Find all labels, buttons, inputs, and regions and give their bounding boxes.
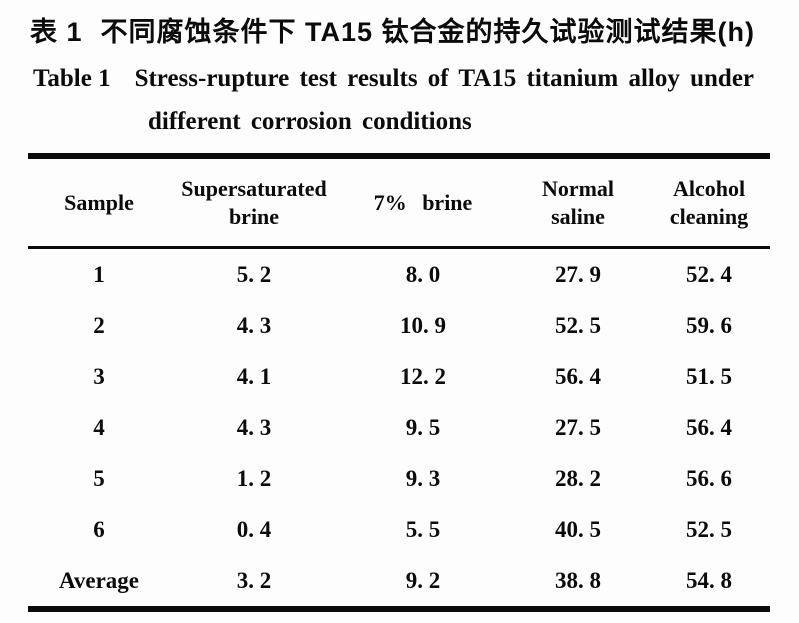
table-cell: 9. 2 — [405, 567, 441, 593]
table-title-english-line2: different corrosion conditions — [148, 108, 472, 135]
column-header-7pct-brine: 7% brine — [373, 189, 473, 215]
table-cell: 28. 2 — [555, 465, 601, 491]
table-cell: 1. 2 — [236, 465, 272, 491]
table-title-en-text: Stress-rupture test results of TA15 tita… — [134, 65, 755, 92]
column-header-normal-saline: Normal saline — [541, 176, 615, 229]
table-title-chinese: 表 1 不同腐蚀条件下 TA15 钛合金的持久试验测试结果(h) — [30, 10, 799, 49]
table-cell: 40. 5 — [555, 516, 601, 542]
table-cell: 4. 3 — [236, 414, 272, 440]
table-cell: 52. 4 — [686, 261, 732, 287]
table-header-rule — [28, 246, 770, 249]
table-cell: 3. 2 — [236, 567, 272, 593]
table-cell: 27. 9 — [555, 261, 601, 287]
table-number-en: Table 1 — [33, 65, 111, 92]
table-cell: 52. 5 — [686, 516, 732, 542]
table-cell: 5. 5 — [405, 516, 441, 542]
column-header-supersaturated-brine: Supersaturated brine — [181, 176, 327, 229]
table-body: 1 5. 2 8. 0 27. 9 52. 4 2 4. 3 10. 9 52.… — [28, 249, 770, 606]
table-cell: 4. 1 — [236, 363, 272, 389]
table-cell: 0. 4 — [236, 516, 272, 542]
table-cell: 51. 5 — [686, 363, 732, 389]
table-number-zh: 表 1 — [30, 17, 83, 47]
table-title-english-line1: Table 1 Stress-rupture test results of T… — [33, 65, 799, 93]
table-cell: 5. 2 — [236, 261, 272, 287]
column-header-sample: Sample — [64, 189, 134, 215]
table-header-row: Sample Supersaturated brine 7% brine Nor… — [28, 159, 770, 246]
table-cell: 9. 3 — [405, 465, 441, 491]
table-bottom-rule — [28, 606, 770, 612]
table-cell: 4. 3 — [236, 312, 272, 338]
table-title-zh-text: 不同腐蚀条件下 TA15 钛合金的持久试验测试结果(h) — [100, 17, 756, 47]
row-label: 2 — [93, 312, 105, 338]
column-header-alcohol-cleaning: Alcohol cleaning — [669, 176, 749, 229]
table-cell: 8. 0 — [405, 261, 441, 287]
row-label: 4 — [93, 414, 105, 440]
table-cell: 59. 6 — [686, 312, 732, 338]
table-cell: 56. 6 — [686, 465, 732, 491]
table-cell: 56. 4 — [555, 363, 601, 389]
table-top-rule — [28, 153, 770, 159]
table-cell: 54. 8 — [686, 567, 732, 593]
row-label: 3 — [93, 363, 105, 389]
table-cell: 9. 5 — [405, 414, 441, 440]
table-cell: 52. 5 — [555, 312, 601, 338]
table-cell: 10. 9 — [400, 312, 446, 338]
row-label: 1 — [93, 261, 105, 287]
table-cell: 12. 2 — [400, 363, 446, 389]
table-cell: 27. 5 — [555, 414, 601, 440]
row-label: 5 — [93, 465, 105, 491]
row-label-average: Average — [58, 567, 140, 593]
row-label: 6 — [93, 516, 105, 542]
table-cell: 38. 8 — [555, 567, 601, 593]
table-cell: 56. 4 — [686, 414, 732, 440]
